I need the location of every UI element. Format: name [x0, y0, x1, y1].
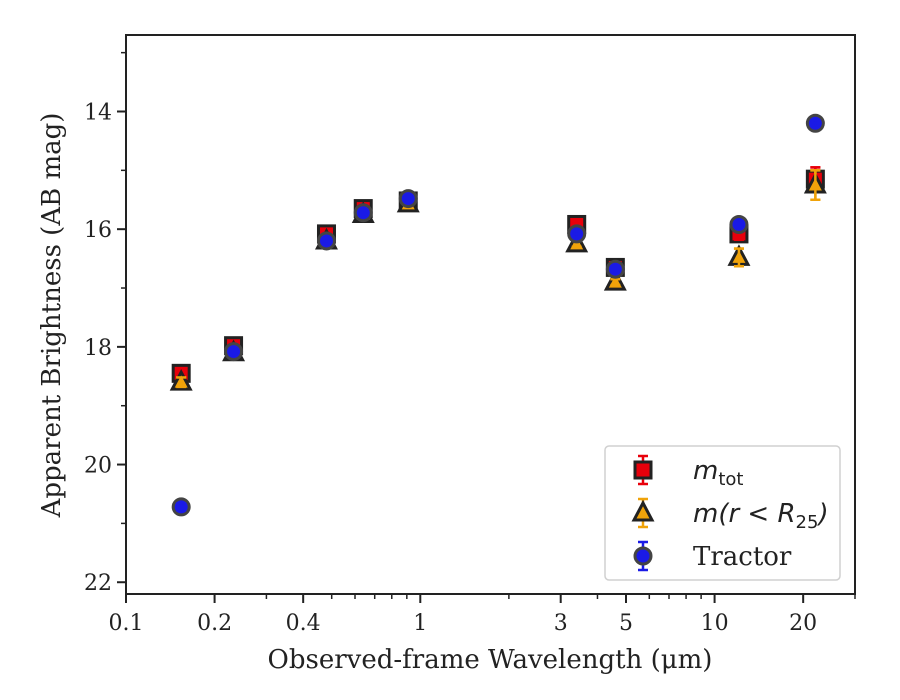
y-axis: 14 16 18 20 22 [84, 51, 126, 596]
y-tick-label: 20 [84, 454, 112, 479]
x-tick-label: 0.2 [197, 611, 232, 636]
legend-marker-circle [633, 546, 653, 566]
x-tick-label: 3 [554, 611, 568, 636]
legend-label: mtot [693, 456, 743, 490]
legend-entry: mtot [633, 454, 743, 490]
legend-label: Tractor [693, 542, 792, 572]
x-tick-label: 20 [789, 611, 817, 636]
x-tick-label: 5 [619, 611, 633, 636]
y-axis-label: Apparent Brightness (AB mag) [37, 113, 67, 519]
y-tick-label: 16 [84, 218, 112, 243]
x-tick-label: 1 [413, 611, 427, 636]
plot-frame [125, 34, 856, 595]
legend: mtot m(r < R25) Tractor [604, 445, 841, 581]
y-tick-label: 22 [84, 571, 112, 596]
axes-border [125, 34, 856, 595]
x-tick-label: 0.1 [109, 611, 144, 636]
legend-box [604, 445, 841, 581]
legend-marker-square [633, 460, 653, 480]
x-axis-label: Observed-frame Wavelength (μm) [268, 645, 713, 675]
x-tick-label: 0.4 [286, 611, 321, 636]
legend-entry: Tractor [633, 540, 792, 572]
y-tick-label: 18 [84, 336, 112, 361]
x-axis: 0.1 0.2 0.4 1 3 5 10 20 [109, 594, 856, 636]
legend-entry: m(r < R25) [631, 497, 829, 533]
series-2 [171, 113, 825, 517]
y-tick-label: 14 [84, 100, 112, 125]
legend-label: m(r < R25) [693, 499, 829, 533]
legend-marker-triangle [631, 499, 655, 522]
data-series [169, 113, 827, 517]
x-tick-label: 10 [701, 611, 729, 636]
